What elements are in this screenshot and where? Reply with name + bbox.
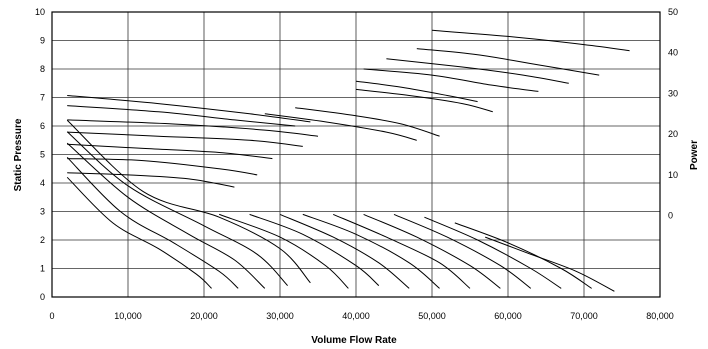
x-tick-label: 30,000 (266, 311, 294, 321)
pressure-curve (219, 213, 349, 289)
y-tick-label: 9 (40, 36, 45, 46)
pressure-curve (424, 216, 562, 289)
power-curve (386, 58, 569, 84)
pressure-curve (66, 142, 266, 289)
power-curve (355, 80, 478, 103)
power-curve (295, 107, 440, 137)
y2-tick-label: 40 (668, 48, 678, 58)
x-tick-label: 0 (49, 311, 54, 321)
pressure-curve (279, 213, 410, 289)
x-tick-label: 70,000 (570, 311, 598, 321)
y-tick-label: 2 (40, 235, 45, 245)
y-tick-label: 10 (35, 7, 45, 17)
pressure-curve (66, 131, 288, 286)
y2-tick-label: 50 (668, 7, 678, 17)
y-tick-label: 0 (40, 292, 45, 302)
power-curve (355, 88, 493, 113)
power-curve (67, 143, 273, 160)
y-tick-label: 6 (40, 121, 45, 131)
y-axis-title: Static Pressure (13, 118, 24, 191)
power-curve (363, 68, 539, 92)
x-axis-title: Volume Flow Rate (311, 335, 397, 346)
y2-axis-title: Power (689, 140, 700, 170)
pressure-curve (333, 213, 471, 289)
pressure-curve (393, 213, 532, 289)
power-curve (67, 172, 235, 188)
y2-tick-labels: 0 10 20 30 40 50 (668, 7, 678, 221)
x-tick-label: 20,000 (190, 311, 218, 321)
power-curve (431, 29, 630, 52)
x-tick-label: 40,000 (342, 311, 370, 321)
y-tick-label: 5 (40, 150, 45, 160)
y-tick-labels: 0 1 2 3 4 5 6 7 8 9 10 (35, 7, 45, 302)
power-curve (67, 95, 311, 123)
x-tick-label: 60,000 (494, 311, 522, 321)
y2-tick-label: 0 (668, 211, 673, 221)
power-curve (67, 131, 303, 147)
pressure-curve (454, 222, 592, 289)
power-curve (67, 119, 319, 137)
pressure-curve (249, 213, 380, 286)
y-tick-label: 3 (40, 207, 45, 217)
plot-frame (51, 11, 661, 298)
power-curve (416, 48, 600, 76)
power-curve (67, 158, 258, 176)
pressure-curve (485, 236, 615, 292)
pressure-curve (66, 176, 212, 289)
x-tick-labels: 0 10,000 20,000 30,000 40,000 50,000 60,000 70,… (49, 311, 673, 321)
curve-layer (66, 29, 630, 292)
y2-tick-label: 20 (668, 129, 678, 139)
y-tick-label: 4 (40, 178, 45, 188)
power-curve (264, 113, 417, 141)
x-tick-label: 80,000 (646, 311, 674, 321)
y-tick-label: 8 (40, 64, 45, 74)
x-tick-label: 50,000 (418, 311, 446, 321)
x-tick-label: 10,000 (114, 311, 142, 321)
y2-tick-label: 30 (668, 88, 678, 98)
pressure-curve (363, 213, 501, 289)
pressure-curve (66, 119, 311, 284)
power-curve (67, 105, 296, 127)
plot-grid (51, 11, 661, 298)
pressure-curve (66, 156, 239, 289)
y-tick-label: 7 (40, 93, 45, 103)
plot-border (51, 11, 661, 298)
y2-tick-label: 10 (668, 170, 678, 180)
y-tick-label: 1 (40, 264, 45, 274)
pressure-curve (302, 213, 440, 289)
